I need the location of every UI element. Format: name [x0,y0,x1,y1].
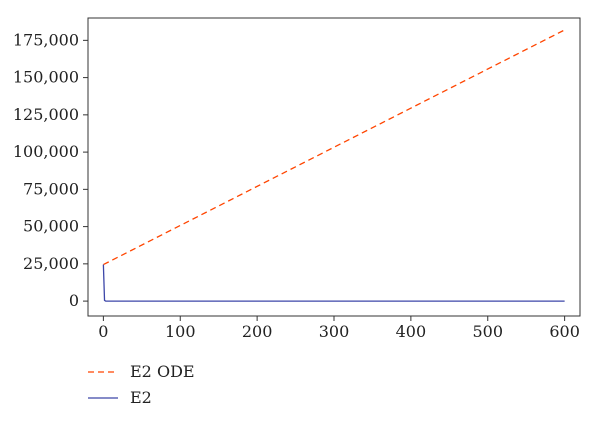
y-tick-label: 0 [69,291,79,310]
x-tick-label: 0 [98,322,108,341]
legend-label: E2 ODE [130,362,195,381]
x-axis: 0 100 200 300 400 500 600 [98,316,580,341]
y-tick-label: 175,000 [13,30,79,49]
x-tick-label: 200 [242,322,273,341]
x-tick-label: 500 [472,322,503,341]
series-line-e2 [102,264,565,302]
y-axis: 0 25,000 50,000 75,000 100,000 125,000 150,000… [13,30,88,310]
legend-label: E2 [130,388,152,407]
y-tick-label: 50,000 [23,217,79,236]
y-tick-label: 150,000 [13,68,79,87]
series-line-e2-ode [103,29,565,266]
x-tick-label: 600 [549,322,580,341]
y-tick-label: 100,000 [13,142,79,161]
legend: E2 ODE E2 [88,362,195,407]
plot-frame [87,17,581,317]
x-tick-label: 300 [319,322,350,341]
y-tick-label: 25,000 [23,254,79,273]
y-tick-label: 75,000 [23,179,79,198]
series-layer [102,29,565,302]
x-tick-label: 400 [396,322,427,341]
x-tick-label: 100 [165,322,196,341]
y-tick-label: 125,000 [13,105,79,124]
